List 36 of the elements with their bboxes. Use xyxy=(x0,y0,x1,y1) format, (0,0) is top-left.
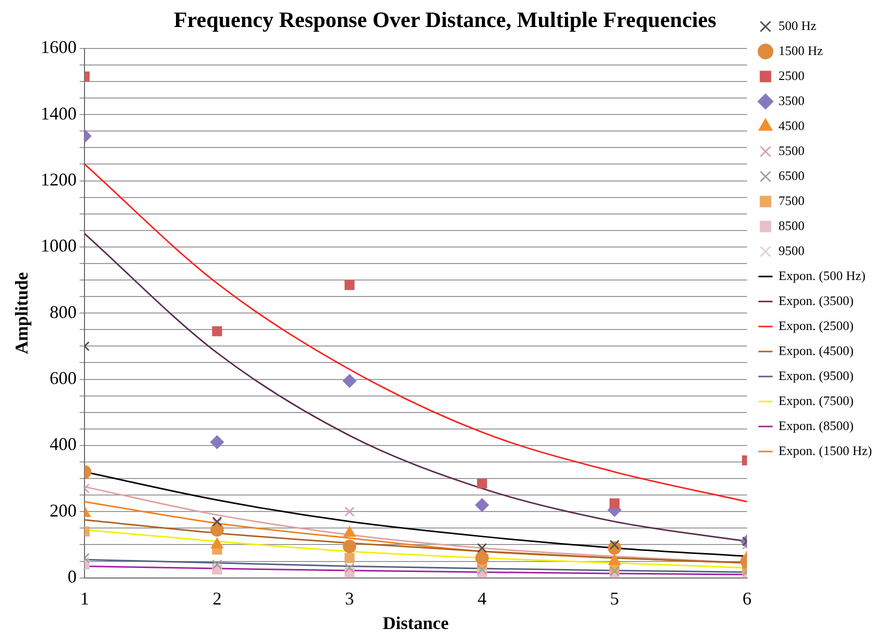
y-tick-label: 0 xyxy=(68,566,77,587)
y-tick-label: 1400 xyxy=(40,103,77,124)
legend-label: Expon. (2500) xyxy=(778,318,854,333)
chart-title: Frequency Response Over Distance, Multiple Frequencies xyxy=(174,6,717,32)
x-tick-label: 2 xyxy=(212,588,222,608)
legend-label: 5500 xyxy=(778,142,804,158)
y-tick-label: 1200 xyxy=(40,169,77,190)
y-tick-label: 200 xyxy=(50,500,77,520)
legend-label: 9500 xyxy=(778,242,804,258)
legend-label: 8500 xyxy=(778,218,804,233)
legend-label: 2500 xyxy=(778,68,804,83)
legend-label: 3500 xyxy=(778,92,804,108)
legend-label: Expon. (9500) xyxy=(778,368,854,383)
legend-label: Expon. (500 Hz) xyxy=(778,268,866,283)
y-tick-label: 1000 xyxy=(40,236,77,256)
legend-label: 7500 xyxy=(778,192,804,208)
x-tick-label: 1 xyxy=(80,588,90,608)
y-tick-label: 1600 xyxy=(40,37,77,58)
x-tick-label: 5 xyxy=(610,588,620,608)
legend-label: Expon. (8500) xyxy=(778,418,854,433)
x-tick-label: 6 xyxy=(742,588,752,608)
legend-label: 1500 Hz xyxy=(778,42,824,58)
y-axis-title: Amplitude xyxy=(11,272,32,354)
legend-label: Expon. (4500) xyxy=(778,342,854,358)
y-tick-label: 600 xyxy=(50,368,77,388)
legend-label: 6500 xyxy=(778,168,804,183)
y-tick-label: 400 xyxy=(50,434,77,454)
legend-label: Expon. (3500) xyxy=(778,292,854,308)
legend-label: 4500 xyxy=(778,118,804,133)
y-tick-label: 800 xyxy=(50,302,77,322)
x-tick-label: 4 xyxy=(478,588,487,608)
legend-label: Expon. (7500) xyxy=(778,392,854,408)
legend-label: 500 Hz xyxy=(778,18,817,33)
x-tick-label: 3 xyxy=(345,588,354,608)
x-axis-title: Distance xyxy=(382,612,449,633)
legend-label: Expon. (1500 Hz) xyxy=(778,442,872,458)
